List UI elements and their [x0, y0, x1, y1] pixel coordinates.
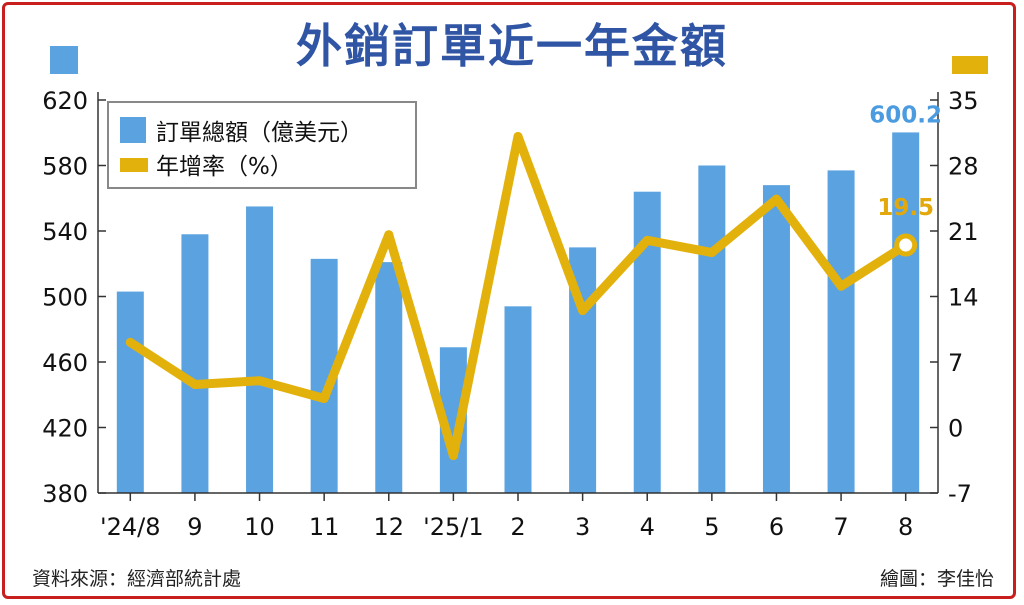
- bar-10: [762, 185, 790, 493]
- x-tick-label-3: 11: [309, 513, 340, 541]
- right-tick-label-3: 14: [948, 284, 979, 312]
- x-tick-label-8: 4: [640, 513, 655, 541]
- x-tick-label-2: 10: [244, 513, 275, 541]
- left-tick-label-5: 580: [42, 153, 88, 181]
- bar-12: [892, 132, 920, 494]
- bar-2: [246, 206, 274, 493]
- right-tick-label-1: 0: [948, 415, 963, 443]
- legend-label-line: 年增率（%）: [156, 154, 293, 180]
- left-tick-label-4: 540: [42, 218, 88, 246]
- right-axis-color-marker: [952, 56, 988, 74]
- x-tick-label-12: 8: [898, 513, 913, 541]
- x-tick-label-5: '25/1: [423, 513, 484, 541]
- legend-swatch-bar: [120, 117, 146, 143]
- right-tick-label-0: -7: [948, 480, 972, 508]
- data-label-0: 600.2: [869, 102, 942, 128]
- left-tick-label-2: 460: [42, 349, 88, 377]
- x-tick-label-1: 9: [187, 513, 202, 541]
- growth-rate-point-1: [190, 379, 200, 389]
- growth-rate-point-0: [125, 337, 135, 347]
- legend-box: [107, 101, 417, 189]
- growth-rate-point-4: [384, 230, 394, 240]
- bar-9: [698, 165, 726, 493]
- growth-rate-point-8: [642, 235, 652, 245]
- bar-0: [116, 291, 144, 493]
- bar-11: [827, 170, 855, 493]
- bar-6: [504, 306, 532, 493]
- x-tick-label-0: '24/8: [100, 513, 161, 541]
- data-label-1: 19.5: [877, 195, 934, 221]
- growth-rate-point-3: [319, 393, 329, 403]
- growth-rate-point-5: [448, 451, 458, 461]
- right-tick-label-5: 28: [948, 153, 979, 181]
- chart-title: 外銷訂單近一年金額: [296, 19, 728, 73]
- legend-swatch-line: [120, 158, 148, 172]
- legend-label-bar: 訂單總額（億美元）: [156, 120, 363, 146]
- source-note: 資料來源：經濟部統計處: [32, 568, 242, 590]
- bar-1: [181, 234, 209, 493]
- growth-rate-point-11: [836, 281, 846, 291]
- left-tick-label-0: 380: [42, 480, 88, 508]
- right-tick-label-2: 7: [948, 349, 963, 377]
- right-tick-label-4: 21: [948, 218, 979, 246]
- x-tick-label-11: 7: [833, 513, 848, 541]
- growth-rate-point-10: [771, 194, 781, 204]
- credit-note: 繪圖：李佳怡: [879, 568, 994, 590]
- growth-rate-point-12: [894, 233, 918, 257]
- left-tick-label-1: 420: [42, 415, 88, 443]
- left-tick-label-6: 620: [42, 87, 88, 115]
- right-tick-label-6: 35: [948, 87, 979, 115]
- left-axis-color-marker: [50, 46, 78, 74]
- x-tick-label-7: 3: [575, 513, 590, 541]
- bar-4: [375, 262, 403, 493]
- growth-rate-point-9: [707, 248, 717, 258]
- x-tick-label-6: 2: [510, 513, 525, 541]
- x-tick-label-10: 6: [769, 513, 784, 541]
- growth-rate-point-2: [255, 376, 265, 386]
- x-tick-label-9: 5: [704, 513, 719, 541]
- growth-rate-point-6: [513, 131, 523, 141]
- left-tick-label-3: 500: [42, 284, 88, 312]
- growth-rate-point-7: [578, 306, 588, 316]
- x-tick-label-4: 12: [373, 513, 404, 541]
